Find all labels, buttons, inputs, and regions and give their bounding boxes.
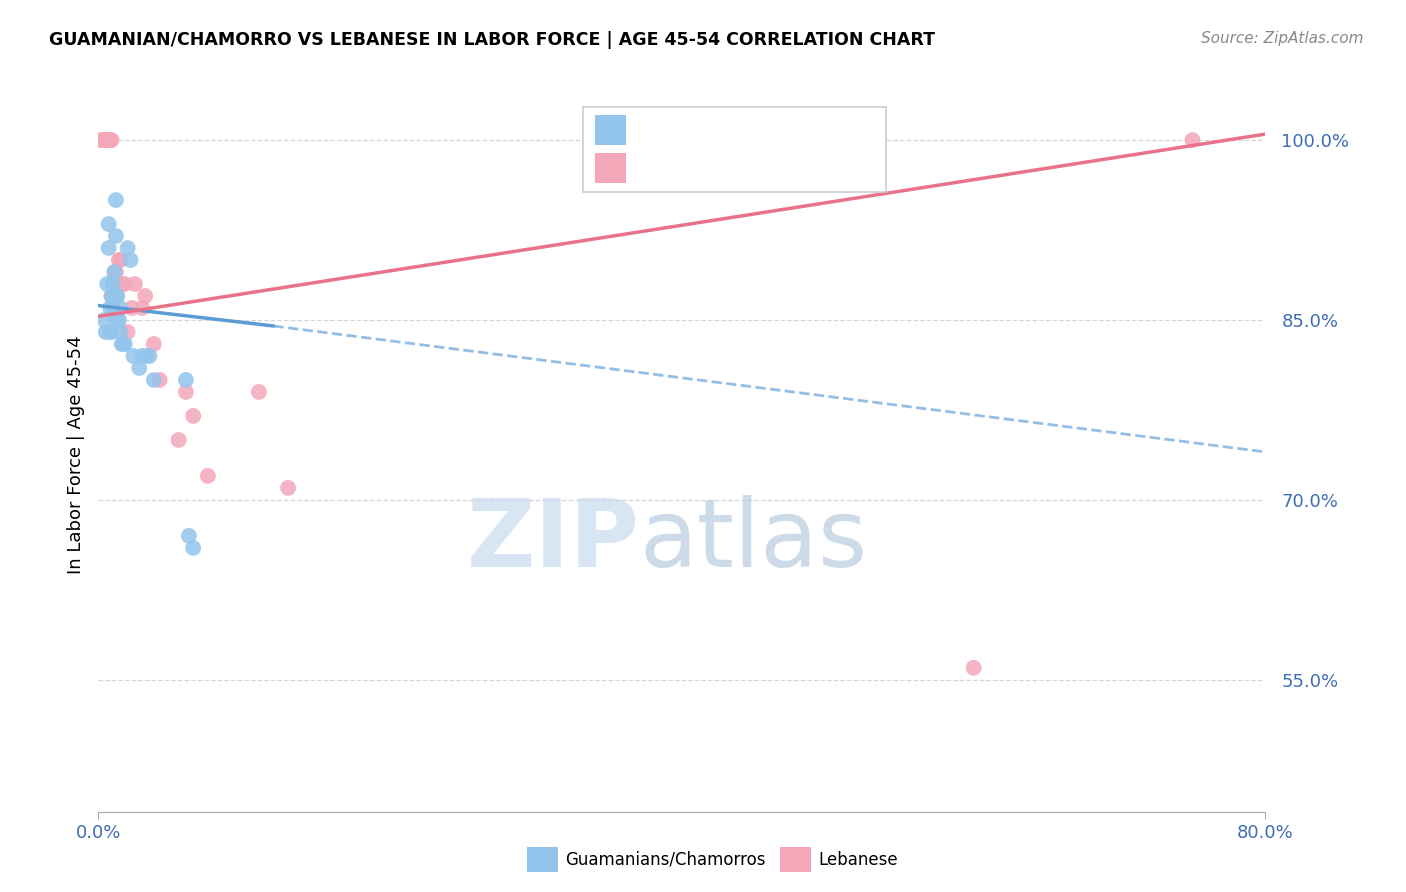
Point [120,253,142,268]
Point [94,133,117,147]
Point [122,349,145,363]
Point [197,469,219,483]
Point [97,133,120,147]
Point [93,313,115,327]
Text: atlas: atlas [640,494,868,587]
Text: GUAMANIAN/CHAMORRO VS LEBANESE IN LABOR FORCE | AGE 45-54 CORRELATION CHART: GUAMANIAN/CHAMORRO VS LEBANESE IN LABOR … [49,31,935,49]
Point [277,481,299,495]
Point [100,133,122,147]
Point [111,337,134,351]
Point [1181,133,1204,147]
Point [138,349,160,363]
Point [101,277,124,291]
Point [110,253,132,268]
Point [100,289,122,303]
Point [117,325,139,339]
Point [121,301,143,315]
Text: R =: R = [634,121,673,139]
Point [103,289,125,303]
Point [149,373,172,387]
Text: 0.149: 0.149 [676,159,740,177]
Point [142,373,165,387]
Point [101,301,124,315]
Point [100,325,122,339]
Point [181,409,204,423]
Point [101,301,124,315]
Point [94,133,117,147]
Text: Guamanians/Chamorros: Guamanians/Chamorros [565,851,766,869]
Text: ZIP: ZIP [467,494,640,587]
Point [96,133,118,147]
Point [131,301,153,315]
Point [110,301,132,315]
Point [105,289,128,303]
Point [117,241,139,255]
Point [101,277,124,291]
Point [174,373,197,387]
Text: Source: ZipAtlas.com: Source: ZipAtlas.com [1201,31,1364,46]
Point [124,277,146,291]
Point [108,313,131,327]
Point [181,541,204,555]
Text: 39: 39 [800,159,825,177]
Point [134,289,156,303]
Point [110,325,132,339]
Point [97,241,120,255]
Point [98,133,121,147]
Point [962,661,984,675]
Point [104,265,127,279]
Point [104,289,127,303]
Point [96,277,118,291]
Point [103,265,125,279]
Point [108,253,131,268]
Point [128,361,150,376]
Point [104,289,127,303]
Point [177,529,200,543]
Point [93,133,115,147]
Point [131,349,153,363]
Text: N =: N = [747,121,799,139]
Point [114,277,136,291]
Point [90,133,112,147]
Point [91,133,114,147]
Point [104,229,127,244]
Point [91,133,114,147]
Point [104,193,127,207]
Point [98,325,121,339]
Text: 36: 36 [800,121,825,139]
Point [247,384,270,399]
Y-axis label: In Labor Force | Age 45-54: In Labor Force | Age 45-54 [66,335,84,574]
Point [100,289,122,303]
Point [101,301,124,315]
Point [167,433,190,447]
Point [135,349,157,363]
Point [174,384,197,399]
Point [142,337,165,351]
Point [94,325,117,339]
Point [103,265,125,279]
Point [93,133,115,147]
Point [96,133,118,147]
Point [105,313,128,327]
Point [114,337,136,351]
Text: -0.044: -0.044 [676,121,741,139]
Text: R =: R = [634,159,673,177]
Point [97,217,120,231]
Point [98,133,121,147]
Point [105,277,128,291]
Point [111,277,134,291]
Point [112,337,135,351]
Text: Lebanese: Lebanese [818,851,898,869]
Text: N =: N = [747,159,799,177]
Point [98,301,121,315]
